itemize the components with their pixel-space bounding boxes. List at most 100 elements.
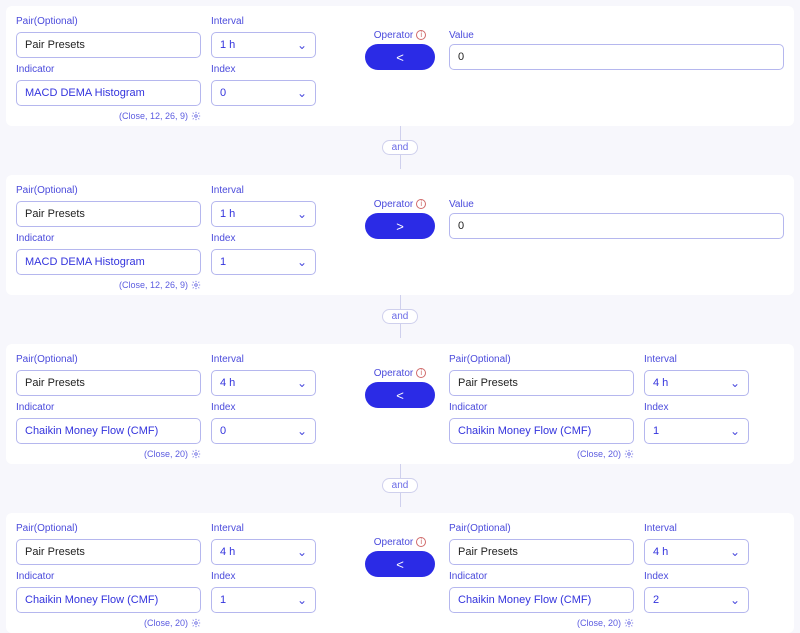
left-interval[interactable]: 1 h ⌄ bbox=[211, 201, 316, 227]
connector: and bbox=[0, 295, 800, 338]
chevron-down-icon: ⌄ bbox=[297, 546, 307, 558]
left-pair-text: Pair Presets bbox=[25, 546, 192, 558]
left-side: Pair(Optional) Pair Presets Interval 1 h… bbox=[16, 183, 351, 291]
left-index-text: 0 bbox=[220, 425, 293, 437]
left-interval-label: Interval bbox=[211, 352, 316, 366]
gear-icon[interactable] bbox=[191, 449, 201, 459]
left-interval[interactable]: 4 h ⌄ bbox=[211, 370, 316, 396]
operator-pill[interactable]: < bbox=[365, 551, 435, 577]
chevron-down-icon: ⌄ bbox=[297, 39, 307, 51]
and-chip[interactable]: and bbox=[382, 309, 418, 324]
and-chip[interactable]: and bbox=[382, 140, 418, 155]
left-pair-text: Pair Presets bbox=[25, 208, 192, 220]
left-index-label: Index bbox=[211, 62, 316, 76]
left-pair-label: Pair(Optional) bbox=[16, 183, 201, 197]
chevron-down-icon: ⌄ bbox=[730, 594, 740, 606]
condition-panel: Pair(Optional) Pair Presets Interval 4 h… bbox=[6, 344, 794, 464]
left-interval[interactable]: 1 h ⌄ bbox=[211, 32, 316, 58]
right-indicator-text: Chaikin Money Flow (CMF) bbox=[458, 594, 625, 606]
left-side: Pair(Optional) Pair Presets Interval 1 h… bbox=[16, 14, 351, 122]
left-pair[interactable]: Pair Presets bbox=[16, 201, 201, 227]
chevron-down-icon: ⌄ bbox=[297, 377, 307, 389]
left-indicator[interactable]: Chaikin Money Flow (CMF) bbox=[16, 587, 201, 613]
left-interval[interactable]: 4 h ⌄ bbox=[211, 539, 316, 565]
left-interval-label: Interval bbox=[211, 14, 316, 28]
gear-icon[interactable] bbox=[624, 618, 634, 628]
left-index[interactable]: 1 ⌄ bbox=[211, 249, 316, 275]
left-indicator[interactable]: MACD DEMA Histogram bbox=[16, 80, 201, 106]
connector: and bbox=[0, 464, 800, 507]
value-text: 0 bbox=[458, 51, 775, 63]
value-text: 0 bbox=[458, 220, 775, 232]
value-input[interactable]: 0 bbox=[449, 44, 784, 70]
left-pair[interactable]: Pair Presets bbox=[16, 32, 201, 58]
left-side: Pair(Optional) Pair Presets Interval 4 h… bbox=[16, 352, 351, 460]
left-indicator[interactable]: Chaikin Money Flow (CMF) bbox=[16, 418, 201, 444]
operator-pill[interactable]: < bbox=[365, 44, 435, 70]
left-interval-label: Interval bbox=[211, 521, 316, 535]
left-pair-text: Pair Presets bbox=[25, 377, 192, 389]
left-indicator-text: Chaikin Money Flow (CMF) bbox=[25, 425, 192, 437]
left-indicator-text: Chaikin Money Flow (CMF) bbox=[25, 594, 192, 606]
right-interval-text: 4 h bbox=[653, 377, 726, 389]
indicator-hint: (Close, 12, 26, 9) bbox=[16, 279, 201, 291]
left-pair-text: Pair Presets bbox=[25, 39, 192, 51]
gear-icon[interactable] bbox=[191, 280, 201, 290]
right-interval[interactable]: 4 h ⌄ bbox=[644, 539, 749, 565]
chevron-down-icon: ⌄ bbox=[297, 425, 307, 437]
right-indicator[interactable]: Chaikin Money Flow (CMF) bbox=[449, 418, 634, 444]
value-input[interactable]: 0 bbox=[449, 213, 784, 239]
right-index[interactable]: 1 ⌄ bbox=[644, 418, 749, 444]
left-side: Pair(Optional) Pair Presets Interval 4 h… bbox=[16, 521, 351, 629]
right-index-text: 2 bbox=[653, 594, 726, 606]
right-index[interactable]: 2 ⌄ bbox=[644, 587, 749, 613]
gear-icon[interactable] bbox=[191, 618, 201, 628]
left-index-text: 0 bbox=[220, 87, 293, 99]
right-pair[interactable]: Pair Presets bbox=[449, 539, 634, 565]
left-pair-label: Pair(Optional) bbox=[16, 521, 201, 535]
condition-panel: Pair(Optional) Pair Presets Interval 4 h… bbox=[6, 513, 794, 633]
left-interval-label: Interval bbox=[211, 183, 316, 197]
value-label: Value bbox=[449, 197, 784, 211]
right-pair-label: Pair(Optional) bbox=[449, 521, 634, 535]
left-indicator-label: Indicator bbox=[16, 231, 201, 245]
left-interval-text: 1 h bbox=[220, 208, 293, 220]
right-pair-text: Pair Presets bbox=[458, 546, 625, 558]
left-pair[interactable]: Pair Presets bbox=[16, 370, 201, 396]
right-indicator[interactable]: Chaikin Money Flow (CMF) bbox=[449, 587, 634, 613]
right-index-label: Index bbox=[644, 569, 749, 583]
indicator-hint: (Close, 20) bbox=[449, 617, 634, 629]
chevron-down-icon: ⌄ bbox=[297, 87, 307, 99]
left-indicator-label: Indicator bbox=[16, 62, 201, 76]
left-index[interactable]: 0 ⌄ bbox=[211, 418, 316, 444]
value-label: Value bbox=[449, 28, 784, 42]
chevron-down-icon: ⌄ bbox=[297, 208, 307, 220]
right-side: Pair(Optional) Pair Presets Interval 4 h… bbox=[449, 521, 784, 629]
chevron-down-icon: ⌄ bbox=[730, 377, 740, 389]
left-indicator[interactable]: MACD DEMA Histogram bbox=[16, 249, 201, 275]
left-indicator-label: Indicator bbox=[16, 400, 201, 414]
chevron-down-icon: ⌄ bbox=[297, 594, 307, 606]
left-indicator-text: MACD DEMA Histogram bbox=[25, 256, 192, 268]
right-interval-text: 4 h bbox=[653, 546, 726, 558]
left-pair[interactable]: Pair Presets bbox=[16, 539, 201, 565]
and-chip[interactable]: and bbox=[382, 478, 418, 493]
left-index-text: 1 bbox=[220, 256, 293, 268]
right-index-label: Index bbox=[644, 400, 749, 414]
right-pair[interactable]: Pair Presets bbox=[449, 370, 634, 396]
operator-label: Operator i bbox=[374, 28, 426, 42]
chevron-down-icon: ⌄ bbox=[297, 256, 307, 268]
info-icon: i bbox=[416, 368, 426, 378]
info-icon: i bbox=[416, 30, 426, 40]
right-interval[interactable]: 4 h ⌄ bbox=[644, 370, 749, 396]
right-indicator-text: Chaikin Money Flow (CMF) bbox=[458, 425, 625, 437]
gear-icon[interactable] bbox=[191, 111, 201, 121]
left-index-label: Index bbox=[211, 569, 316, 583]
left-index[interactable]: 0 ⌄ bbox=[211, 80, 316, 106]
operator-pill[interactable]: > bbox=[365, 213, 435, 239]
operator-pill[interactable]: < bbox=[365, 382, 435, 408]
left-interval-text: 1 h bbox=[220, 39, 293, 51]
gear-icon[interactable] bbox=[624, 449, 634, 459]
condition-panel: Pair(Optional) Pair Presets Interval 1 h… bbox=[6, 6, 794, 126]
left-index[interactable]: 1 ⌄ bbox=[211, 587, 316, 613]
